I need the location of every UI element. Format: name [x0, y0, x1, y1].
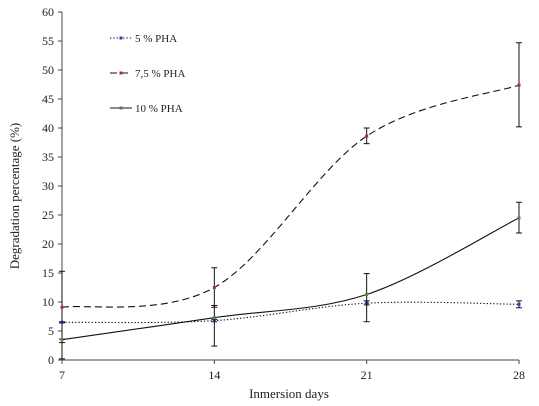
y-axis-title: Degradation percentage (%)	[7, 123, 22, 270]
legend-label: 10 % PHA	[135, 103, 183, 115]
legend-marker	[119, 106, 123, 110]
y-tick-label: 35	[42, 150, 54, 164]
data-point	[60, 305, 64, 309]
y-tick-label: 5	[48, 324, 54, 338]
data-point	[212, 316, 216, 320]
y-tick-label: 55	[42, 34, 54, 48]
y-tick-label: 40	[42, 121, 54, 135]
y-tick-label: 0	[48, 353, 54, 367]
data-point	[517, 83, 521, 87]
series-line	[61, 301, 520, 324]
y-tick-label: 30	[42, 179, 54, 193]
x-tick-label: 21	[361, 368, 373, 382]
x-tick-label: 7	[59, 368, 65, 382]
series-1	[59, 300, 522, 324]
data-point	[60, 338, 64, 342]
x-axis-title: Inmersion days	[249, 386, 329, 401]
series-3	[59, 201, 522, 360]
data-point	[365, 134, 369, 138]
series-layer	[59, 42, 522, 360]
x-tick-label: 14	[208, 368, 220, 382]
legend: 5 % PHA 7,5 % PHA 10 % PHA	[110, 33, 185, 115]
y-tick-label: 10	[42, 295, 54, 309]
legend-item: 5 % PHA	[110, 33, 177, 45]
data-point	[517, 302, 521, 306]
series-line	[61, 217, 520, 341]
x-tick-label: 28	[513, 368, 525, 382]
legend-item: 10 % PHA	[110, 103, 183, 115]
y-tick-label: 50	[42, 63, 54, 77]
data-point	[517, 216, 521, 220]
data-point	[365, 292, 369, 296]
y-tick-label: 45	[42, 92, 54, 106]
y-tick-label: 15	[42, 266, 54, 280]
y-tick-label: 60	[42, 5, 54, 19]
series-line	[61, 84, 520, 308]
legend-marker	[119, 36, 123, 40]
legend-marker	[119, 71, 123, 75]
data-point	[212, 286, 216, 289]
y-tick-label: 20	[42, 237, 54, 251]
legend-label: 5 % PHA	[135, 33, 177, 45]
x-axis: 7 14 21 28	[59, 359, 525, 382]
series-2	[59, 42, 522, 344]
legend-item: 7,5 % PHA	[110, 68, 185, 80]
y-tick-label: 25	[42, 208, 54, 222]
legend-label: 7,5 % PHA	[135, 68, 185, 80]
y-axis: 0 5 10 15 20 25 30 35 40 45 50 55 60	[42, 5, 63, 367]
